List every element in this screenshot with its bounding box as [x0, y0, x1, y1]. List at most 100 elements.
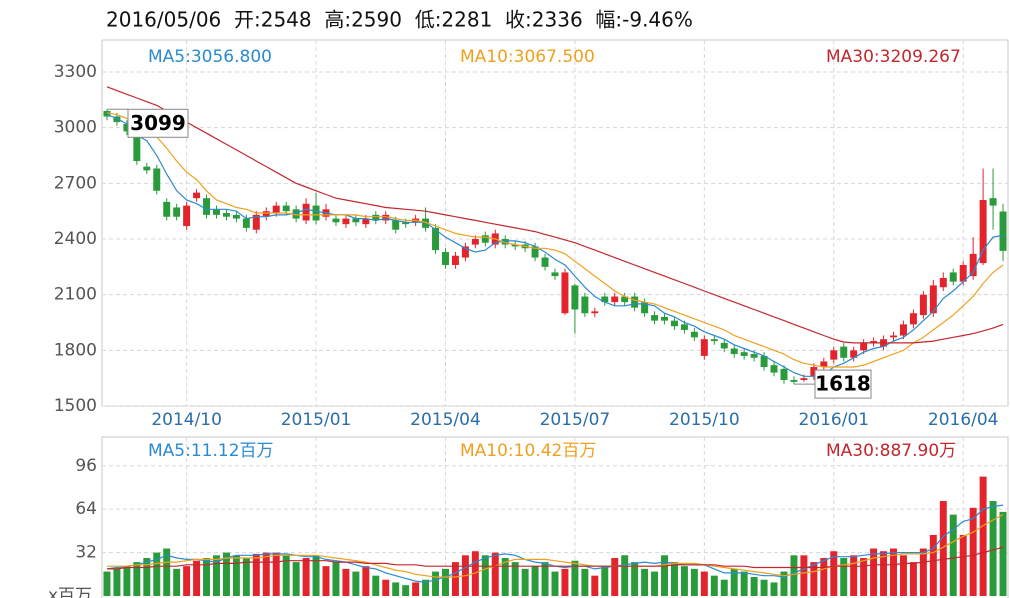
candle-body — [710, 339, 718, 342]
volume-bar — [870, 548, 878, 596]
candle-body — [213, 209, 220, 215]
ma-line — [106, 112, 1004, 368]
volume-bar — [840, 558, 848, 596]
candle-body — [372, 214, 380, 221]
volume-bar — [969, 507, 977, 596]
candle-body — [222, 213, 230, 217]
volume-bar — [611, 558, 619, 596]
x-tick-label: 2015/04 — [410, 410, 481, 430]
candle-body — [581, 296, 589, 314]
volume-bar — [780, 571, 788, 596]
candle-body — [153, 168, 161, 191]
volume-bar — [860, 558, 868, 596]
candle-body — [402, 222, 410, 225]
candle-body — [700, 339, 708, 356]
candle-body — [432, 227, 440, 251]
x-tick-label: 2015/10 — [669, 410, 740, 430]
y-tick-label: 1800 — [54, 340, 97, 360]
candle-body — [850, 350, 858, 358]
volume-bar — [153, 552, 161, 596]
candle-body — [661, 316, 669, 321]
candle-body — [362, 218, 370, 225]
volume-bar — [909, 562, 917, 596]
volume-bar — [262, 552, 270, 596]
volume-bar — [541, 562, 549, 596]
volume-bar — [591, 575, 599, 596]
y-tick-label: 2700 — [54, 173, 97, 193]
volume-bar — [521, 568, 529, 596]
volume-bar — [382, 579, 390, 596]
legend-entry: MA10:3067.500 — [460, 47, 595, 67]
legend-entry: MA5:11.12百万 — [148, 441, 274, 461]
candle-body — [232, 214, 240, 219]
volume-bar — [133, 562, 141, 596]
volume-bar — [491, 552, 499, 596]
candle-body — [501, 239, 509, 245]
candle-body — [163, 201, 171, 217]
volume-bar — [929, 534, 937, 596]
volume-bar — [471, 551, 479, 596]
candle-body — [422, 218, 430, 228]
chart-title: 2016/05/06 开:2548 高:2590 低:2281 收:2336 幅… — [106, 8, 693, 32]
candle-body — [740, 352, 748, 356]
volume-bar — [730, 568, 738, 596]
candle-body — [143, 166, 151, 171]
ma-line — [106, 114, 1004, 377]
candle-body — [979, 200, 987, 264]
volume-bar — [123, 566, 131, 596]
volume-bar — [451, 562, 459, 596]
volume-bar — [183, 566, 191, 596]
volume-bar — [880, 551, 888, 596]
candle-body — [511, 244, 519, 247]
volume-bar — [441, 568, 449, 596]
y-tick-label: 96 — [75, 456, 97, 476]
volume-bar — [282, 555, 290, 596]
candle-body — [203, 198, 211, 215]
candle-body — [929, 285, 937, 314]
candle-body — [840, 346, 848, 358]
candle-body — [999, 211, 1007, 251]
volume-bar — [949, 514, 957, 596]
volume-bar — [690, 568, 698, 596]
x-tick-label: 2016/01 — [798, 410, 869, 430]
volume-bar — [700, 571, 708, 596]
annotation-box — [814, 369, 872, 399]
volume-bar — [113, 568, 121, 596]
volume-bar — [203, 558, 211, 596]
candle-body — [481, 235, 489, 243]
volume-bar — [531, 566, 539, 596]
candle-body — [342, 218, 350, 225]
candle-body — [780, 368, 788, 381]
volume-bar — [213, 555, 220, 596]
y-tick-label: 2400 — [54, 229, 97, 249]
volume-bar — [551, 571, 559, 596]
volume-bar — [173, 568, 181, 596]
candle-body — [969, 253, 977, 277]
volume-bar — [740, 571, 748, 596]
volume-bar — [352, 571, 360, 596]
x-tick-label: 2015/01 — [281, 410, 352, 430]
candle-body — [790, 380, 798, 382]
volume-bar — [252, 553, 260, 596]
volume-bar — [770, 582, 778, 596]
annotation-label: 1618 — [815, 372, 871, 396]
volume-bar — [979, 476, 987, 596]
volume-bar — [392, 582, 400, 596]
candle-body — [750, 354, 758, 358]
volume-bar — [332, 562, 340, 596]
candle-body — [352, 218, 360, 223]
candle-body — [183, 205, 191, 227]
volume-bar — [571, 560, 579, 596]
candle-body — [173, 207, 181, 217]
candle-body — [860, 342, 868, 351]
candle-body — [123, 123, 131, 132]
candle-body — [392, 220, 400, 230]
candle-body — [730, 348, 738, 355]
volume-bar — [631, 562, 639, 596]
volume-bar — [890, 548, 897, 596]
annotation-box — [127, 108, 189, 138]
x-tick-label: 2016/04 — [928, 410, 999, 430]
